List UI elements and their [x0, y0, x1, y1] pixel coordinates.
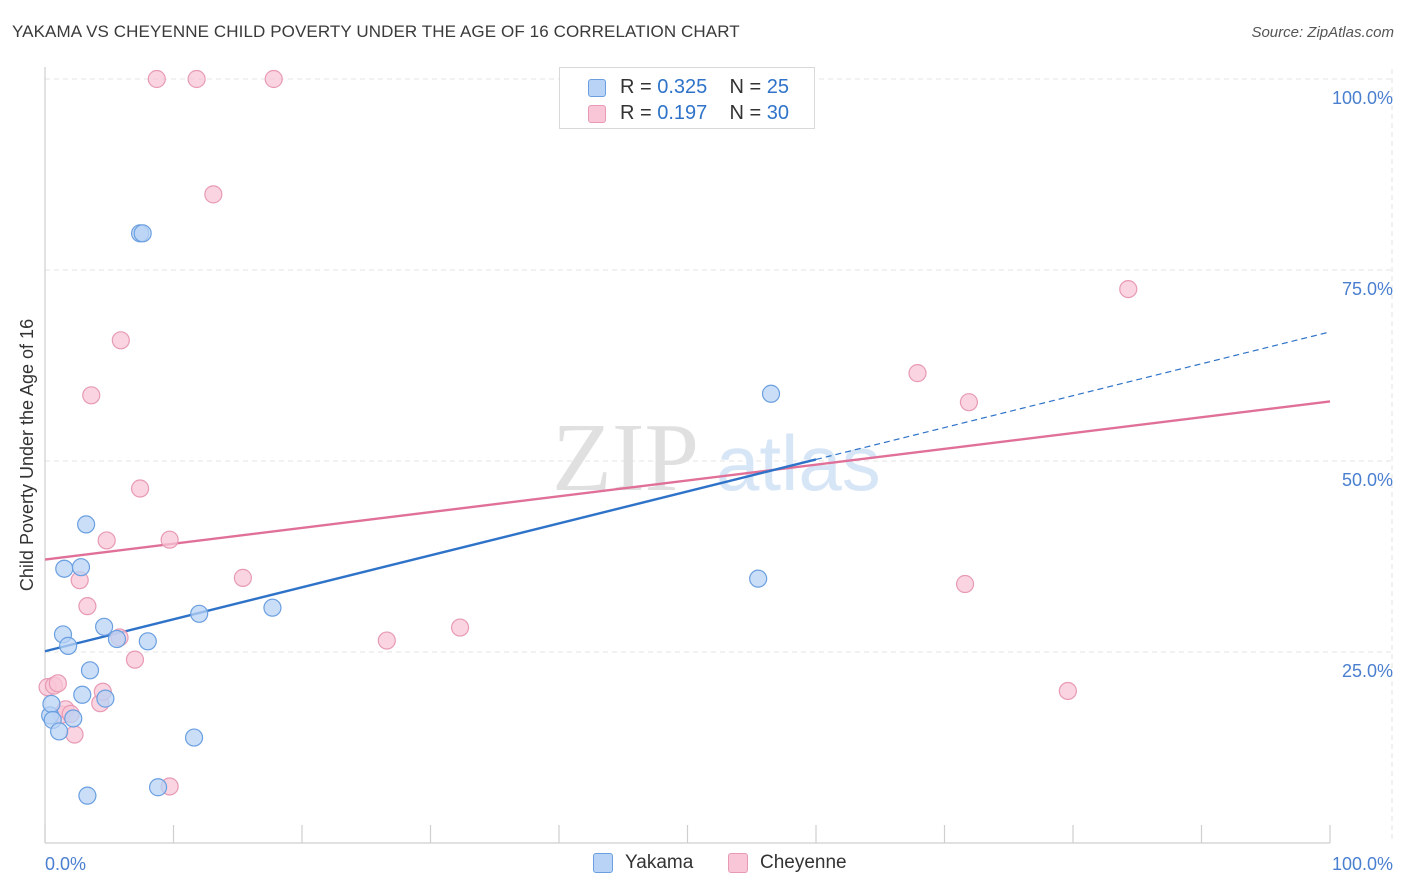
y-tick-label: 25.0%	[1342, 661, 1393, 681]
cheyenne-point	[65, 725, 84, 744]
y-tick-label: 75.0%	[1342, 279, 1393, 299]
cheyenne-legend-swatch	[728, 853, 748, 873]
data-points	[38, 69, 1138, 805]
r-label: R =	[620, 102, 652, 124]
cheyenne-point	[955, 574, 975, 594]
source-label: Source: ZipAtlas.com	[1251, 24, 1394, 41]
watermark: ZIP atlas	[552, 404, 881, 512]
cheyenne-point	[450, 618, 470, 637]
yakama-point	[80, 661, 100, 680]
yakama-point	[71, 558, 91, 577]
yakama-point	[148, 778, 168, 797]
n-value: 25	[766, 76, 790, 98]
yakama-point	[50, 722, 69, 741]
yakama-point	[184, 728, 204, 747]
yakama-point	[96, 689, 115, 708]
cheyenne-point	[908, 364, 927, 383]
cheyenne-point	[1119, 280, 1138, 299]
cheyenne-point	[187, 69, 206, 89]
cheyenne-point	[160, 530, 179, 549]
cheyenne-point	[111, 331, 130, 350]
cheyenne-point	[1058, 681, 1077, 701]
correlation-legend: R = 0.325 N = 25 R = 0.197 N = 30	[559, 67, 815, 129]
yakama-point	[42, 694, 61, 714]
r-value: 0.325	[657, 76, 708, 98]
cheyenne-point	[78, 597, 97, 616]
cheyenne-point	[233, 568, 252, 587]
yakama-point	[78, 786, 97, 805]
axis-labels: 25.0% 50.0% 75.0% 100.0% 0.0% 100.0% Child Pov…	[17, 88, 1393, 874]
yakama-point	[95, 617, 114, 636]
yakama-trend-extension	[815, 331, 1331, 461]
cheyenne-point	[147, 69, 166, 89]
y-tick-label: 50.0%	[1342, 470, 1393, 490]
yakama-point	[749, 569, 768, 588]
cheyenne-point	[377, 631, 396, 650]
cheyenne-point	[82, 386, 101, 405]
yakama-point	[64, 709, 83, 728]
yakama-point	[59, 636, 78, 655]
yakama-point	[190, 604, 209, 623]
yakama-point	[55, 559, 74, 578]
chart-title: YAKAMA VS CHEYENNE CHILD POVERTY UNDER T…	[12, 22, 740, 41]
yakama-trend-line	[44, 458, 817, 653]
cheyenne-trend-line	[44, 400, 1331, 561]
yakama-point	[761, 384, 781, 403]
r-value: 0.197	[657, 102, 708, 124]
yakama-point	[133, 224, 152, 243]
cheyenne-point	[97, 531, 116, 550]
x-tick-label-max: 100.0%	[1332, 854, 1393, 874]
cheyenne-point	[130, 479, 150, 498]
yakama-point	[263, 598, 282, 617]
x-tick-label-min: 0.0%	[45, 854, 86, 874]
yakama-point	[77, 515, 96, 534]
legend-label-yakama: R = 0.325 N = 25	[620, 76, 789, 99]
yakama-point	[138, 632, 157, 651]
n-label: N =	[729, 102, 762, 124]
cheyenne-legend-label: Cheyenne	[760, 852, 847, 873]
y-axis-title: Child Poverty Under the Age of 16	[17, 319, 37, 591]
legend-label-cheyenne: R = 0.197 N = 30	[620, 102, 789, 125]
cheyenne-point	[125, 650, 145, 669]
y-tick-label: 100.0%	[1332, 88, 1393, 108]
trend-lines	[44, 331, 1331, 653]
grid-lines	[45, 69, 1393, 843]
cheyenne-point	[204, 185, 223, 204]
cheyenne-point	[959, 393, 979, 412]
n-label: N =	[729, 76, 762, 98]
yakama-swatch	[588, 79, 606, 97]
cheyenne-point	[264, 69, 283, 89]
yakama-point	[107, 629, 127, 649]
watermark-zip: ZIP	[552, 404, 699, 512]
cheyenne-swatch	[588, 105, 606, 123]
yakama-legend-swatch	[593, 853, 613, 873]
yakama-point	[73, 685, 92, 704]
n-value: 30	[766, 102, 790, 124]
r-label: R =	[620, 76, 652, 98]
yakama-legend-label: Yakama	[625, 852, 694, 873]
cheyenne-point	[48, 674, 67, 693]
